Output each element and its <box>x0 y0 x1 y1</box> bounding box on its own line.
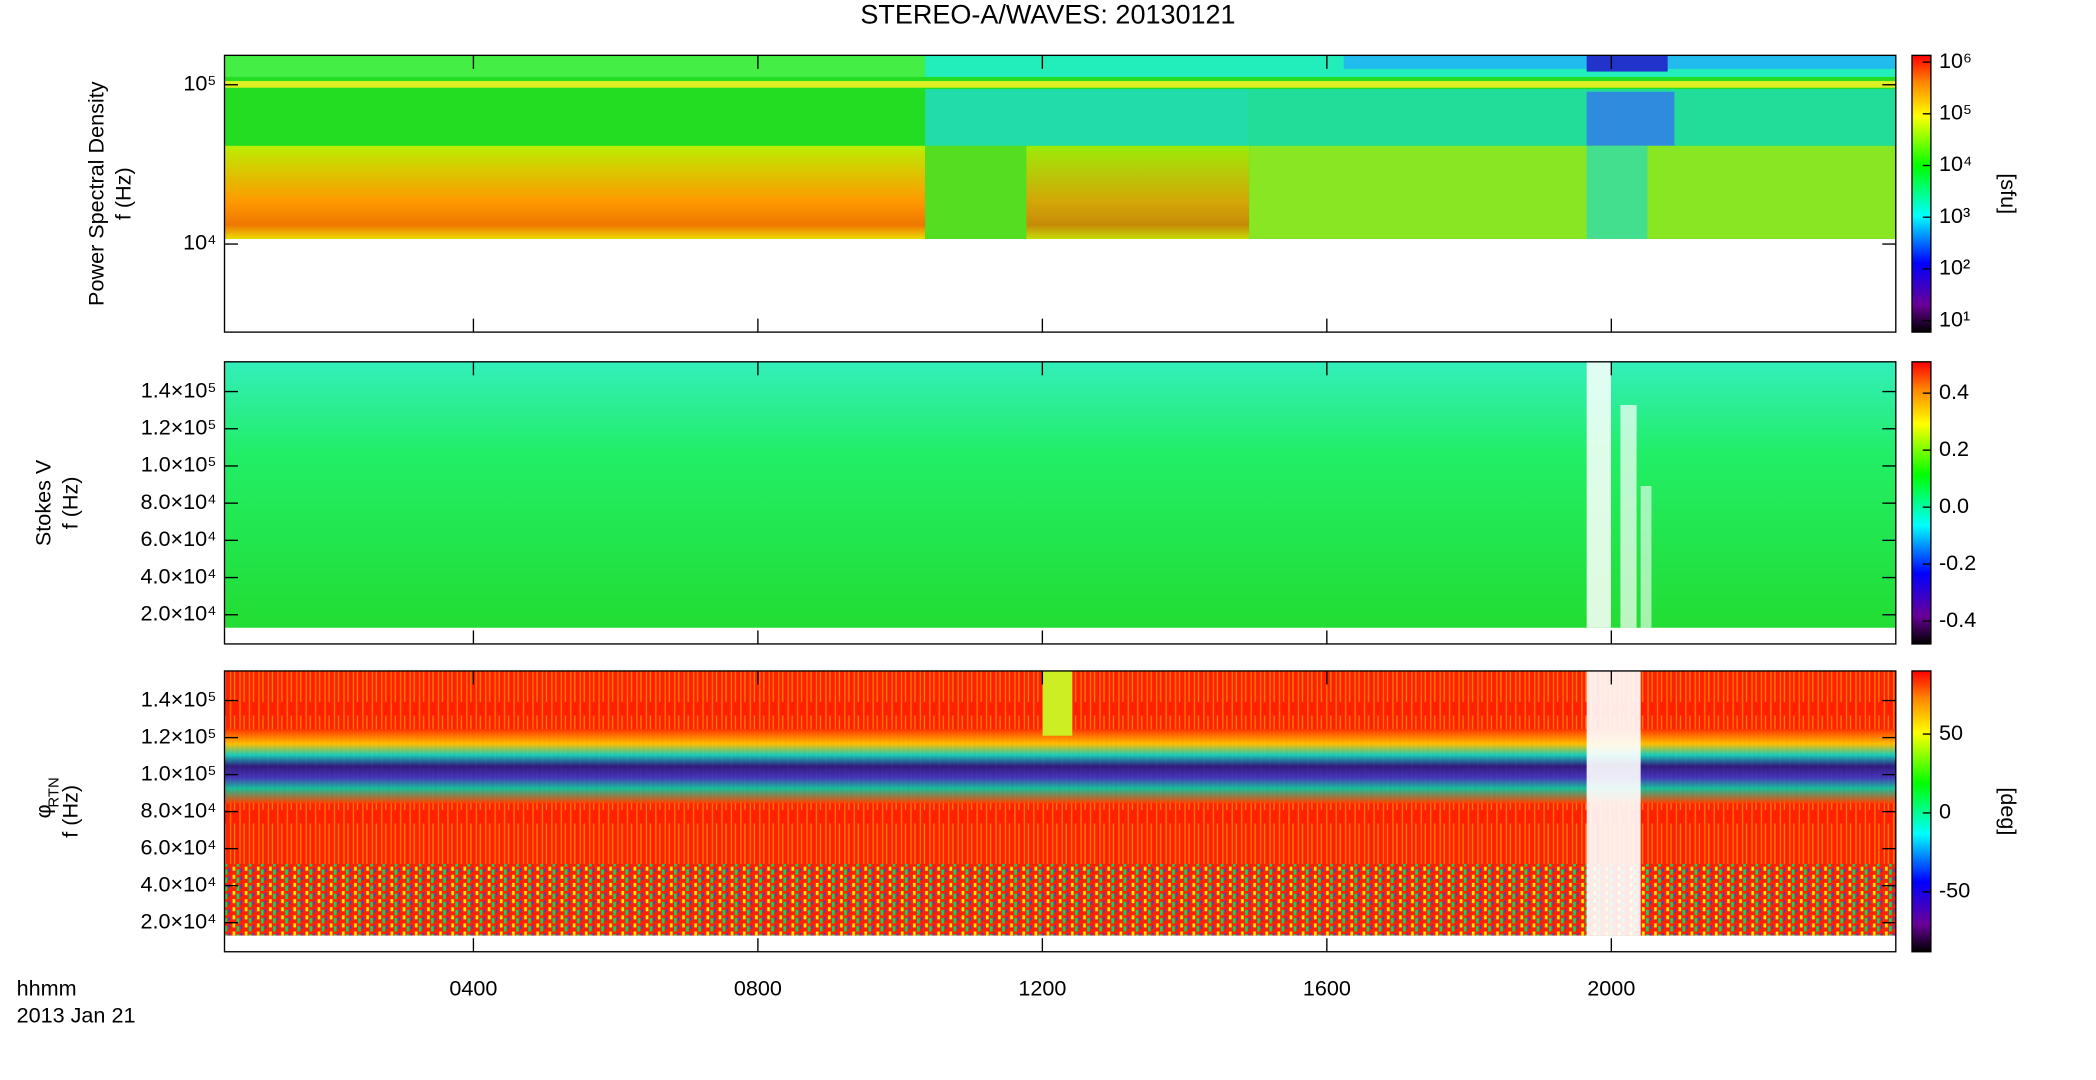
y-axis-label: φ <box>31 804 56 818</box>
x-tick-label: 0800 <box>734 975 782 1000</box>
y-tick-label: 1.4×10⁵ <box>141 686 217 711</box>
colorbar-tick-label: 10⁵ <box>1939 100 1972 125</box>
colorbar-tick-label: 10¹ <box>1939 306 1970 331</box>
colorbar-tick-label: 10³ <box>1939 203 1970 228</box>
stokes-image <box>224 361 1896 628</box>
colorbar-tick-label: -50 <box>1939 878 1970 903</box>
colorbar-label: [sfu] <box>1996 173 2021 214</box>
colorbar-tick-label: 0.2 <box>1939 436 1969 461</box>
spectrogram-image <box>224 55 1896 239</box>
phi-image <box>224 670 1896 936</box>
y-axis-label: f (Hz) <box>58 476 83 529</box>
chart-title: STEREO-A/WAVES: 20130121 <box>860 0 1235 29</box>
y-tick-label: 4.0×10⁴ <box>140 871 216 896</box>
x-tick-label: 1600 <box>1303 975 1351 1000</box>
colorbar-tick-label: -0.4 <box>1939 607 1976 632</box>
y-tick-label: 10⁴ <box>183 230 216 255</box>
y-tick-label: 8.0×10⁴ <box>140 797 216 822</box>
y-tick-label: 8.0×10⁴ <box>140 489 216 514</box>
y-tick-label: 4.0×10⁴ <box>140 563 216 588</box>
y-tick-label: 1.0×10⁵ <box>141 452 217 477</box>
y-tick-label: 1.2×10⁵ <box>141 723 217 748</box>
plot-frame <box>223 54 1897 333</box>
y-tick-label: 6.0×10⁴ <box>140 834 216 859</box>
colorbar-tick-label: 0 <box>1939 799 1951 824</box>
y-tick-label: 10⁵ <box>183 70 216 95</box>
y-axis-label-subscript: RTN <box>46 777 62 807</box>
y-axis-label: Power Spectral Density <box>83 81 108 306</box>
colorbar <box>1911 670 1932 953</box>
colorbar-tick-label: 0.4 <box>1939 379 1969 404</box>
x-tick-label: 2000 <box>1587 975 1635 1000</box>
y-axis-label: f (Hz) <box>110 167 135 220</box>
colorbar-tick-label: 10⁶ <box>1939 48 1972 73</box>
y-axis-label: Stokes V <box>31 459 56 546</box>
colorbar-tick-label: 10⁴ <box>1939 151 1972 176</box>
y-tick-label: 1.0×10⁵ <box>141 760 217 785</box>
y-tick-label: 2.0×10⁴ <box>140 908 216 933</box>
x-tick-label: 1200 <box>1018 975 1066 1000</box>
colorbar <box>1911 361 1932 645</box>
colorbar-label: [deg] <box>1996 787 2021 835</box>
colorbar-tick-label: -0.2 <box>1939 550 1976 575</box>
colorbar-tick-label: 50 <box>1939 720 1963 745</box>
y-tick-label: 1.2×10⁵ <box>141 414 217 439</box>
x-tick-label: 0400 <box>449 975 497 1000</box>
colorbar-tick-label: 0.0 <box>1939 493 1969 518</box>
y-tick-label: 2.0×10⁴ <box>140 600 216 625</box>
y-axis-label: f (Hz) <box>58 785 83 838</box>
y-tick-label: 6.0×10⁴ <box>140 526 216 551</box>
x-axis-label: hhmm <box>17 975 77 1000</box>
y-tick-label: 1.4×10⁵ <box>141 377 217 402</box>
colorbar <box>1911 54 1932 333</box>
date-label: 2013 Jan 21 <box>17 1002 136 1027</box>
colorbar-tick-label: 10² <box>1939 255 1970 280</box>
